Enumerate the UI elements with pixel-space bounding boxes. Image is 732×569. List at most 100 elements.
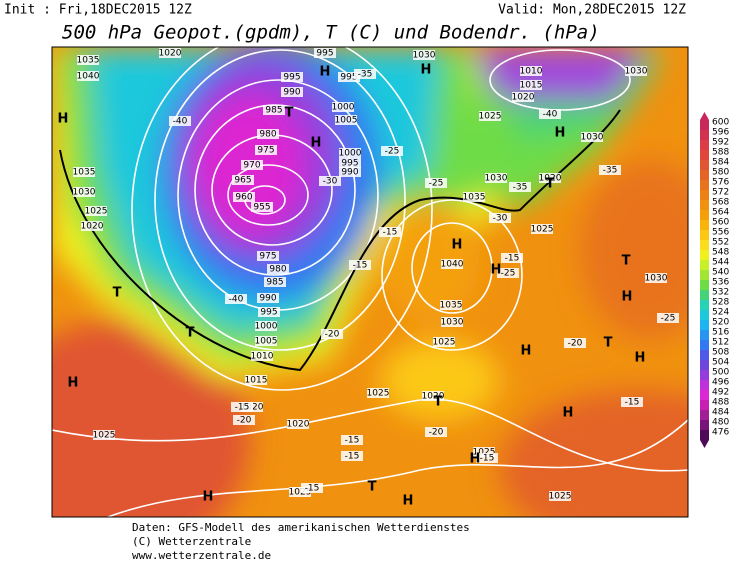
temperature-label: -15 — [345, 436, 360, 446]
pressure-center: H — [470, 452, 481, 467]
pressure-label: 1010 — [251, 352, 274, 362]
pressure-label-box — [625, 66, 647, 76]
colorbar-label: 588 — [712, 148, 729, 158]
colorbar-label: 492 — [712, 388, 729, 398]
colorbar-swatch — [700, 190, 709, 200]
colorbar-label: 532 — [712, 288, 729, 298]
pressure-label-box — [485, 173, 507, 183]
colorbar-swatch — [700, 320, 709, 330]
temperature-label-box — [233, 415, 255, 425]
pressure-label: 1025 — [433, 338, 456, 348]
temperature-label-box — [497, 268, 519, 278]
map-frame — [51, 46, 689, 518]
pressure-label: 1025 — [85, 207, 108, 217]
temperature-label: -30 — [493, 214, 508, 224]
pressure-label-box — [257, 251, 279, 261]
temperature-label-box — [225, 294, 247, 304]
colorbar-label: 488 — [712, 398, 729, 408]
colorbar-swatch — [700, 150, 709, 160]
temperature-label: -15 — [383, 228, 398, 238]
pressure-label-box — [413, 50, 435, 60]
colorbar-label: 584 — [712, 158, 729, 168]
temperature-label: -25 — [501, 269, 516, 279]
pressure-label: 990 — [259, 294, 276, 304]
map-title: 500 hPa Geopot.(gpdm), T (C) und Bodendr… — [62, 22, 600, 44]
pressure-label-box — [512, 92, 534, 102]
pressure-label-box — [267, 264, 289, 274]
pressure-label: 980 — [259, 130, 276, 140]
colorbar-swatch — [700, 340, 709, 350]
temperature-label: -25 — [385, 147, 400, 157]
colorbar-label: 516 — [712, 328, 729, 338]
pressure-label-box — [539, 173, 561, 183]
colorbar-swatch — [700, 270, 709, 280]
pressure-label-box — [520, 80, 542, 90]
temperature-label: -35 — [358, 70, 373, 80]
colorbar-swatch — [700, 350, 709, 360]
pressure-label: 1030 — [73, 188, 96, 198]
pressure-label: 975 — [257, 146, 274, 156]
temperature-label: -20 — [568, 339, 583, 349]
pressure-center: H — [320, 65, 331, 80]
pressure-label-box — [338, 72, 360, 82]
temperature-label-box — [501, 253, 523, 263]
colorbar-swatch — [700, 260, 709, 270]
pressure-center: H — [311, 136, 322, 151]
pressure-label-box — [367, 388, 389, 398]
valid-time: Valid: Mon,28DEC2015 12Z — [498, 3, 686, 18]
pressure-label-box — [255, 336, 277, 346]
pressure-label: 1030 — [581, 133, 604, 143]
pressure-label: 1030 — [413, 51, 436, 61]
colorbar-label: 560 — [712, 218, 729, 228]
pressure-label-box — [85, 206, 107, 216]
pressure-center: T — [113, 286, 122, 301]
pressure-label: 1020 — [159, 49, 182, 59]
temperature-label-box — [379, 227, 401, 237]
colorbar-label: 544 — [712, 258, 729, 268]
pressure-label-box — [73, 167, 95, 177]
pressure-label: 1000 — [255, 322, 278, 332]
pressure-label: 1035 — [77, 56, 100, 66]
temperature-label: -20 — [429, 428, 444, 438]
temperature-label-box — [489, 213, 511, 223]
colorbar-label: 524 — [712, 308, 729, 318]
pressure-label-box — [339, 158, 361, 168]
pressure-label-box — [339, 167, 361, 177]
pressure-label-box — [81, 221, 103, 231]
front-line — [59, 109, 621, 372]
pressure-label: 1040 — [77, 72, 100, 82]
colorbar-label: 548 — [712, 248, 729, 258]
pressure-label: 1015 — [520, 81, 543, 91]
pressure-label-box — [520, 66, 542, 76]
pressure-center: H — [403, 494, 414, 509]
pressure-label: 955 — [253, 203, 270, 213]
pressure-label: 970 — [243, 161, 260, 171]
colorbar-swatch — [700, 330, 709, 340]
pressure-label: 1005 — [335, 116, 358, 126]
temperature-label-box — [564, 338, 586, 348]
temperature-label: -15 — [345, 452, 360, 462]
temperature-label-box — [621, 397, 643, 407]
temperature-label-box — [341, 435, 363, 445]
temperature-label-box — [301, 483, 323, 493]
colorbar-swatch — [700, 380, 709, 390]
pressure-center: H — [563, 406, 574, 421]
pressure-label: 1025 — [93, 431, 116, 441]
pressure-label: 1000 — [339, 149, 362, 159]
pressure-label-box — [549, 491, 571, 501]
colorbar-swatch — [700, 420, 709, 430]
colorbar-swatch — [700, 170, 709, 180]
pressure-label-box — [581, 132, 603, 142]
pressure-label-box — [335, 115, 357, 125]
colorbar-swatch — [700, 280, 709, 290]
pressure-label-box — [255, 145, 277, 155]
pressure-label: 1030 — [441, 318, 464, 328]
colorbar-label: 600 — [712, 118, 729, 128]
pressure-label-box — [233, 192, 255, 202]
pressure-label: 990 — [341, 168, 358, 178]
pressure-center: T — [285, 106, 294, 121]
pressure-label: 995 — [316, 49, 333, 59]
pressure-label: 1025 — [473, 448, 496, 458]
pressure-label-box — [255, 321, 277, 331]
colorbar-swatch — [700, 360, 709, 370]
